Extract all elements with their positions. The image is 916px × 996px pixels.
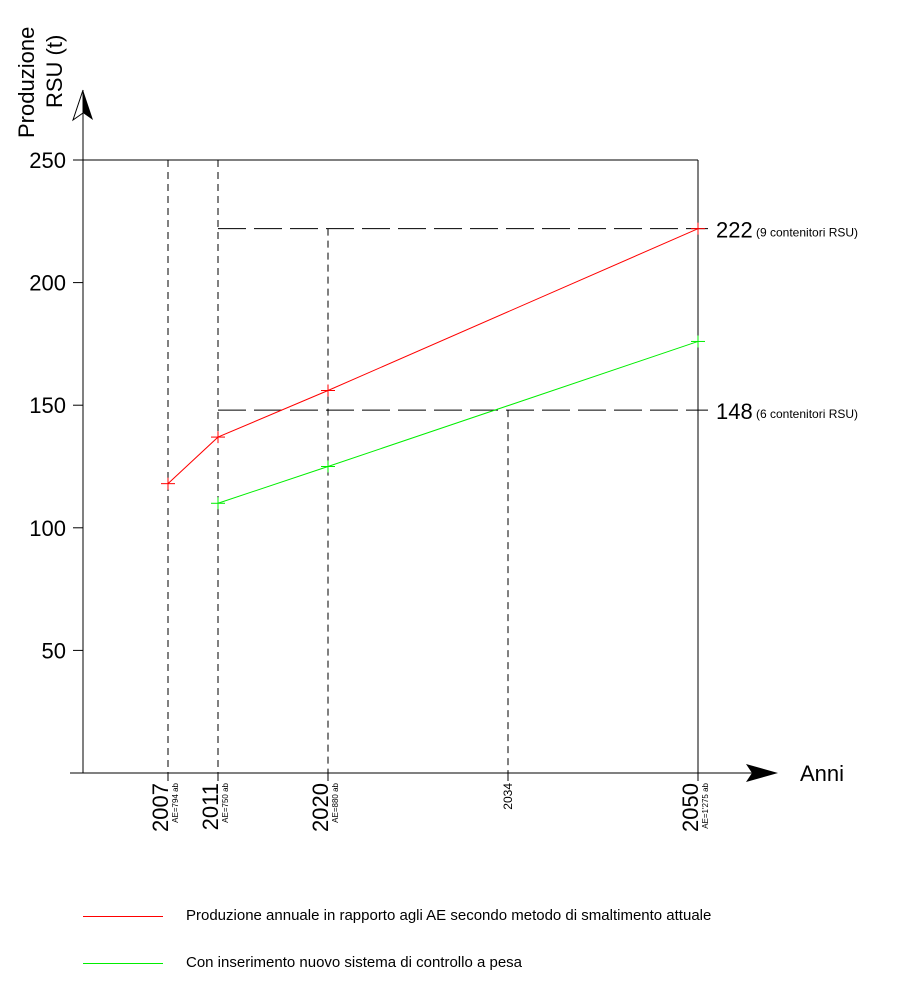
x-tick-label-2020: 2020 bbox=[308, 783, 333, 832]
x-tick-note-2007: AE=794 ab bbox=[171, 782, 180, 822]
chart: 222 (9 contenitori RSU) 148 (6 contenitori … bbox=[14, 27, 858, 832]
legend-item-green: Con inserimento nuovo sistema di control… bbox=[83, 952, 883, 974]
guide-lines bbox=[167, 160, 708, 773]
reference-value-label-1: 148 bbox=[716, 399, 753, 424]
y-tick-label-50: 50 bbox=[42, 638, 66, 663]
y-tick-label-250: 250 bbox=[29, 148, 66, 173]
axis-labels: 222 (9 contenitori RSU) 148 (6 contenitori … bbox=[14, 27, 858, 832]
y-axis-arrow-outline bbox=[72, 89, 84, 122]
x-tick-note-2020: AE=880 ab bbox=[331, 782, 340, 822]
series-line-0 bbox=[167, 228, 699, 485]
legend-label-green: Con inserimento nuovo sistema di control… bbox=[186, 954, 523, 971]
plot-frame bbox=[83, 159, 699, 773]
reference-value-label-0: 222 bbox=[716, 218, 753, 243]
series-1-point-2 bbox=[691, 335, 705, 348]
series-lines bbox=[161, 222, 705, 510]
legend-swatch-green bbox=[83, 963, 163, 964]
series-1-point-0 bbox=[211, 497, 225, 510]
legend-label-red: Produzione annuale in rapporto agli AE s… bbox=[186, 907, 712, 924]
series-0-point-1 bbox=[211, 431, 225, 444]
y-axis-arrow-fill bbox=[83, 90, 93, 120]
series-1-point-1 bbox=[321, 460, 335, 473]
reference-note-label-1: (6 contenitori RSU) bbox=[756, 407, 858, 421]
series-0-point-2 bbox=[321, 384, 335, 397]
x-tick-note-2050: AE=1'275 ab bbox=[701, 782, 710, 828]
series-0-point-0 bbox=[161, 477, 175, 490]
x-tick-label-2050: 2050 bbox=[678, 783, 703, 832]
x-axis-title: Anni bbox=[800, 761, 844, 786]
series-0-point-3 bbox=[691, 222, 705, 235]
legend: Produzione annuale in rapporto agli AE s… bbox=[83, 905, 883, 995]
x-axis-arrow-top bbox=[746, 764, 778, 773]
y-axis-title-line1: Produzione bbox=[14, 27, 39, 138]
legend-swatch-red bbox=[83, 916, 163, 917]
y-tick-label-200: 200 bbox=[29, 271, 66, 296]
x-axis-arrow-bottom bbox=[746, 773, 778, 782]
x-tick-label-2034: 2034 bbox=[501, 783, 515, 810]
legend-item-red: Produzione annuale in rapporto agli AE s… bbox=[83, 905, 883, 949]
axes bbox=[70, 89, 778, 782]
y-tick-label-150: 150 bbox=[29, 393, 66, 418]
x-tick-label-2011: 2011 bbox=[198, 783, 223, 830]
x-tick-label-2007: 2007 bbox=[148, 783, 173, 832]
y-axis-title-line2: RSU (t) bbox=[42, 35, 67, 108]
y-tick-label-100: 100 bbox=[29, 516, 66, 541]
series-line-1 bbox=[217, 340, 699, 504]
reference-note-label-0: (9 contenitori RSU) bbox=[756, 226, 858, 240]
x-tick-note-2011: AE=750 ab bbox=[221, 782, 230, 822]
